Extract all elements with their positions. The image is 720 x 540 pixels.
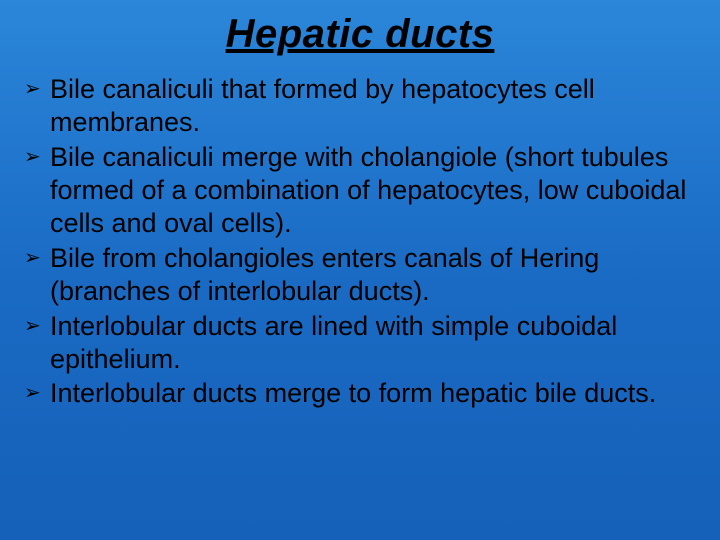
bullet-list: ➢ Bile canaliculi that formed by hepatoc…	[20, 73, 700, 410]
page-title: Hepatic ducts	[20, 12, 700, 57]
list-item: ➢ Interlobular ducts merge to form hepat…	[24, 377, 696, 410]
bullet-icon: ➢	[24, 77, 41, 101]
list-item-text: Interlobular ducts are lined with simple…	[50, 311, 617, 374]
bullet-icon: ➢	[24, 314, 41, 338]
list-item: ➢ Bile canaliculi that formed by hepatoc…	[24, 73, 696, 139]
bullet-icon: ➢	[24, 145, 41, 169]
bullet-icon: ➢	[24, 381, 41, 405]
list-item: ➢ Bile from cholangioles enters canals o…	[24, 242, 696, 308]
list-item: ➢ Bile canaliculi merge with cholangiole…	[24, 141, 696, 240]
list-item-text: Bile from cholangioles enters canals of …	[50, 243, 599, 306]
list-item-text: Interlobular ducts merge to form hepatic…	[50, 378, 656, 408]
list-item: ➢ Interlobular ducts are lined with simp…	[24, 310, 696, 376]
list-item-text: Bile canaliculi merge with cholangiole (…	[50, 142, 686, 238]
list-item-text: Bile canaliculi that formed by hepatocyt…	[50, 74, 595, 137]
bullet-icon: ➢	[24, 246, 41, 270]
